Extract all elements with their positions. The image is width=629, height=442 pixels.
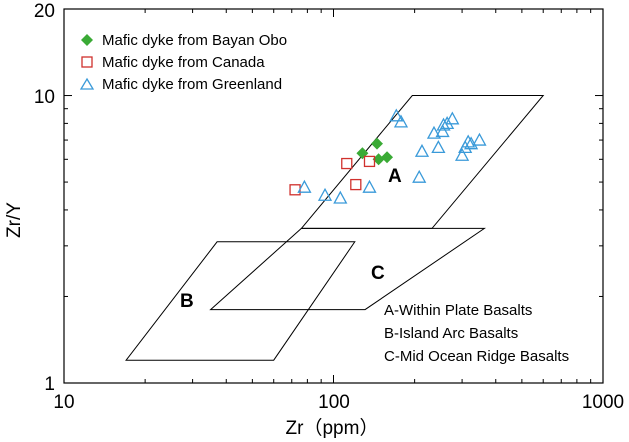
data-point-bayan-obo [370, 137, 383, 150]
data-points [289, 108, 487, 204]
data-point-greenland [362, 179, 377, 193]
field-a-polygon [300, 95, 545, 229]
x-axis-title: Zr（ppm） [286, 417, 379, 439]
data-point-greenland [317, 187, 333, 201]
legend-label-bayan-obo: Mafic dyke from Bayan Obo [102, 32, 287, 49]
data-point-greenland [435, 124, 450, 138]
data-point-greenland [333, 190, 348, 204]
data-point-greenland [414, 143, 430, 157]
field-label-b: B [180, 291, 194, 312]
data-point-bayan-obo [356, 147, 369, 160]
legend-label-greenland: Mafic dyke from Greenland [102, 76, 282, 93]
data-point-canada [341, 157, 353, 170]
field-note-b: B-Island Arc Basalts [384, 325, 518, 342]
legend-marker-greenland [79, 77, 95, 90]
data-point-greenland [393, 114, 409, 128]
data-point-greenland [426, 125, 442, 139]
data-point-greenland [440, 116, 455, 130]
y-axis-title: Zr/Y [4, 202, 25, 238]
legend-marker-canada [81, 56, 93, 68]
field-label-c: C [371, 263, 385, 284]
data-point-greenland [436, 117, 451, 131]
field-c-polygon [209, 227, 487, 311]
field-b-polygon [125, 241, 356, 361]
data-point-canada [363, 155, 376, 168]
data-point-greenland [297, 179, 312, 193]
y-tick-label-20: 20 [34, 1, 55, 22]
data-point-greenland [461, 134, 476, 148]
x-tick-label-100: 100 [318, 392, 350, 413]
data-point-greenland [454, 147, 470, 161]
data-point-bayan-obo [381, 151, 394, 164]
data-point-greenland [431, 140, 446, 154]
data-point-bayan-obo [372, 153, 385, 166]
field-note-c: C-Mid Ocean Ridge Basalts [384, 348, 569, 365]
data-point-greenland [389, 108, 404, 122]
legend-label-canada: Mafic dyke from Canada [102, 54, 265, 71]
data-point-greenland [445, 111, 460, 125]
x-tick-label-1000: 1000 [582, 392, 624, 413]
data-point-canada [350, 178, 362, 191]
x-tick-label-10: 10 [53, 392, 74, 413]
data-point-greenland [472, 132, 487, 146]
legend-marker-bayan-obo [81, 34, 93, 46]
field-note-a: A-Within Plate Basalts [384, 302, 532, 319]
field-label-a: A [388, 166, 402, 187]
data-point-greenland [412, 169, 427, 183]
y-tick-label-10: 10 [34, 87, 55, 108]
y-tick-label-1: 1 [44, 374, 55, 395]
legend: Mafic dyke from Bayan Obo Mafic dyke fro… [79, 32, 287, 93]
axis-ticks [64, 9, 603, 383]
data-point-canada [289, 184, 301, 196]
